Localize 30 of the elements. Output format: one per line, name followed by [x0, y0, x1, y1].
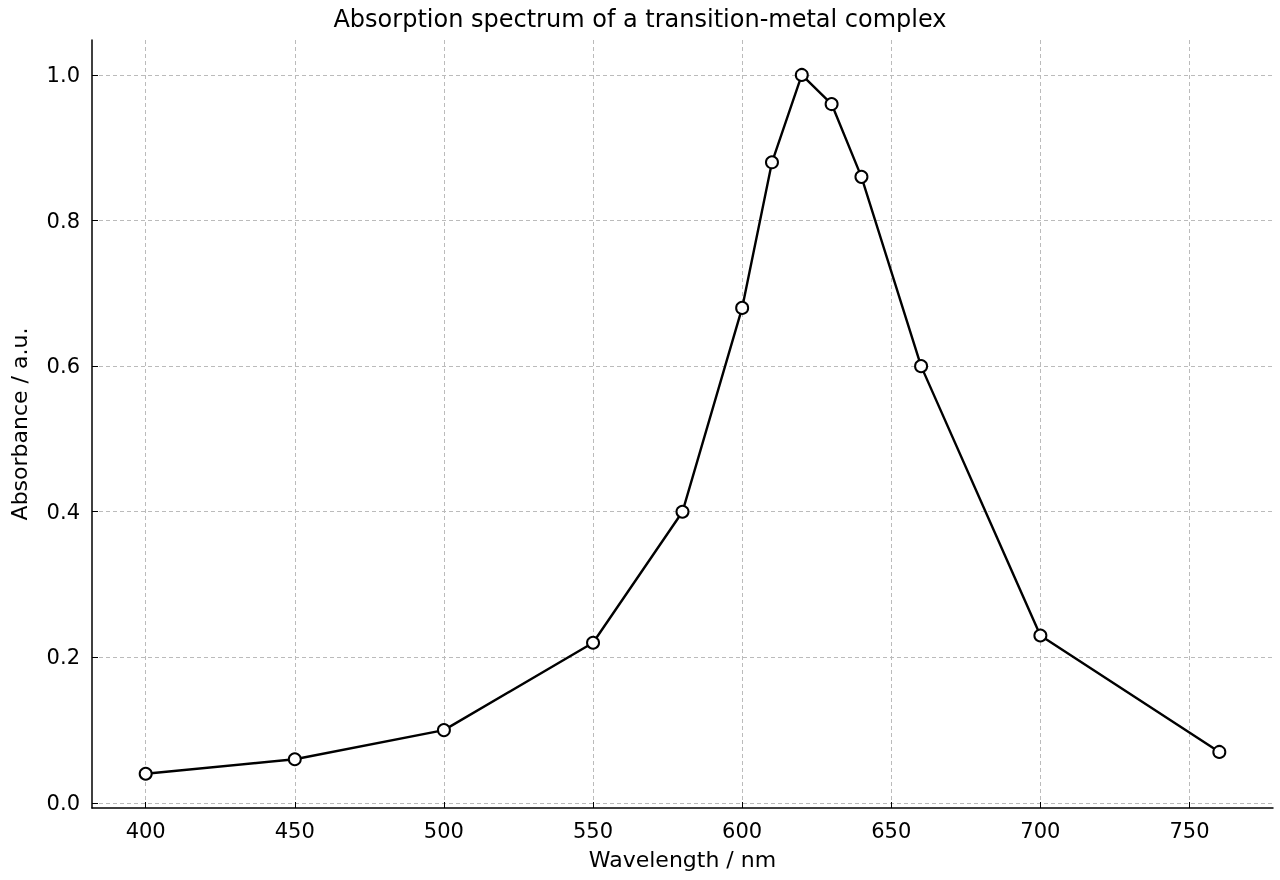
point	[138, 766, 153, 781]
x-tick-label: 700	[1020, 818, 1061, 843]
point	[854, 169, 869, 184]
point	[1212, 744, 1227, 759]
x-tick-label: 600	[722, 818, 763, 843]
x-tick-label: 750	[1169, 818, 1210, 843]
point	[436, 723, 451, 738]
x-tick-label: 500	[423, 818, 464, 843]
point	[824, 97, 839, 112]
point	[914, 359, 929, 374]
point	[735, 300, 750, 315]
x-tick-label: 650	[871, 818, 912, 843]
point	[764, 155, 779, 170]
point	[287, 752, 302, 767]
y-tick-label: 0.4	[46, 499, 80, 524]
y-tick-label: 0.0	[46, 790, 80, 815]
y-tick-label: 0.8	[46, 208, 80, 233]
x-tick-label: 400	[125, 818, 166, 843]
point	[794, 67, 809, 82]
y-tick-label: 0.2	[46, 645, 80, 670]
x-tick-label: 550	[572, 818, 614, 843]
point	[675, 504, 690, 519]
point	[586, 635, 601, 650]
point	[1033, 628, 1048, 643]
y-axis-title: Absorbance / a.u.	[6, 327, 32, 521]
chart-title: Absorption spectrum of a transition-metal complex	[333, 5, 947, 33]
x-tick-label: 450	[274, 818, 315, 843]
y-tick-label: 1.0	[46, 62, 80, 87]
x-axis-title: Wavelength / nm	[588, 846, 777, 872]
y-tick-label: 0.6	[46, 354, 80, 379]
